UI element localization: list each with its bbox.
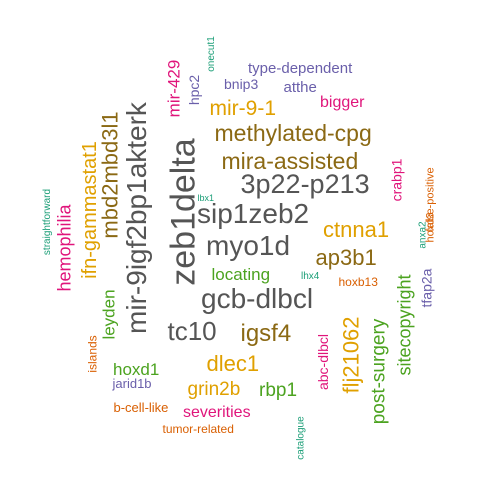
word-straightforward: straightforward [42, 188, 54, 256]
word-b-cell-like: b-cell-like [113, 399, 169, 415]
word-zeb1delta: zeb1delta [164, 138, 203, 286]
word-hpc2: hpc2 [186, 74, 203, 106]
word-hoxb13: hoxb13 [338, 275, 378, 289]
word-locating: locating [211, 264, 271, 284]
word-mir-429: mir-429 [164, 59, 184, 117]
word-catalogue: catalogue [295, 416, 307, 460]
word-dlec1: dlec1 [206, 351, 260, 376]
word-jarid1b: jarid1b [112, 375, 152, 391]
word-post-surgery: post-surgery [368, 318, 390, 424]
word-sitecopyright: sitecopyright [394, 274, 415, 376]
word-rbp1: rbp1 [259, 379, 298, 401]
word-methylated-cpg: methylated-cpg [214, 119, 372, 146]
word-anxa2: anxa2 [417, 221, 429, 249]
word-gcb-dlbcl: gcb-dlbcl [201, 283, 314, 314]
word-ap3b1: ap3b1 [315, 245, 377, 270]
word-hemophilia: hemophilia [54, 204, 75, 292]
word-mira-assisted: mira-assisted [221, 147, 359, 174]
word-bigger: bigger [320, 94, 365, 111]
word-grin2b: grin2b [187, 378, 241, 400]
word-igsf4: igsf4 [240, 320, 292, 347]
word-atthe: atthe [283, 78, 317, 96]
word-sip1zeb2: sip1zeb2 [197, 198, 310, 229]
word-ifn-gammastat1: ifn-gammastat1 [78, 141, 101, 279]
word-onecut1: onecut1 [205, 36, 217, 72]
word-lhx4: lhx4 [301, 271, 320, 282]
word-flj21062: flj21062 [338, 316, 364, 394]
word-lbx1: lbx1 [197, 192, 215, 203]
word-islands: islands [85, 335, 100, 373]
word-mir-9-1: mir-9-1 [209, 96, 277, 120]
word-ctnna1: ctnna1 [323, 217, 390, 242]
word-hoxd1: hoxd1 [113, 359, 160, 379]
word-tfap2a: tfap2a [417, 268, 434, 308]
word-severities: severities [183, 404, 251, 421]
word-tc10: tc10 [167, 316, 217, 346]
word-crabp1: crabp1 [387, 158, 404, 202]
word-abc-dlbcl: abc-dlbcl [315, 333, 332, 391]
word-leyden: leyden [99, 288, 119, 340]
word-mir-9igf2bp1akterk: mir-9igf2bp1akterk [120, 102, 152, 334]
word-bnip3: bnip3 [224, 76, 259, 92]
word-3p22-p213: 3p22-p213 [240, 168, 370, 199]
word-type-dependent: type-dependent [248, 59, 353, 77]
word-tumor-related: tumor-related [162, 422, 234, 436]
word-mbd2mbd3l1: mbd2mbd3l1 [97, 111, 123, 239]
word-myo1d: myo1d [206, 230, 291, 261]
